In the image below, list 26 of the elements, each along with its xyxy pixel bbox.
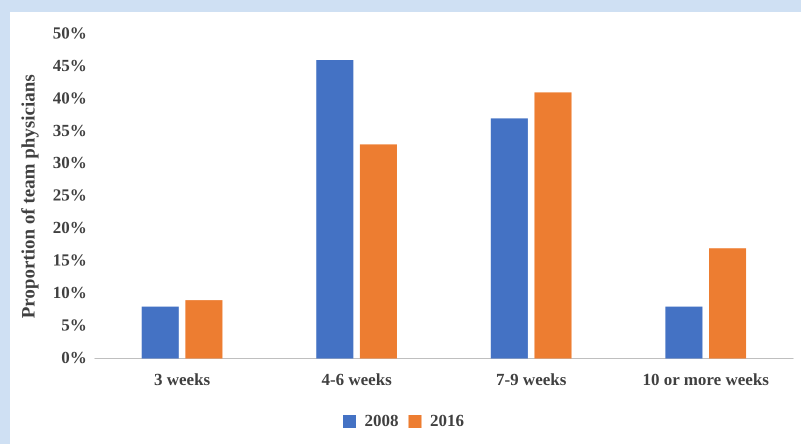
y-tick-label: 45%: [52, 56, 87, 75]
y-tick-label: 10%: [52, 283, 87, 302]
x-tick-label: 3 weeks: [154, 370, 211, 390]
bar: [534, 92, 572, 359]
bar: [360, 144, 397, 359]
y-axis-title: Proportion of team physicians: [18, 74, 40, 318]
legend-label: 2008: [364, 410, 398, 430]
x-tick-label: 10 or more weeks: [642, 370, 770, 390]
x-tick-label: 4-6 weeks: [321, 370, 392, 390]
legend-label: 2016: [430, 410, 464, 430]
y-tick-label: 30%: [52, 153, 87, 172]
y-tick-label: 15%: [52, 250, 87, 270]
bar: [316, 60, 354, 359]
bar: [142, 306, 179, 359]
bar: [490, 118, 528, 359]
y-tick-label: 35%: [52, 120, 87, 140]
y-tick-label: 5%: [61, 316, 87, 335]
y-tick-label: 40%: [52, 88, 87, 108]
bar: [185, 300, 222, 359]
y-tick-label: 20%: [52, 218, 87, 238]
bar: [709, 248, 746, 359]
bar: [665, 306, 702, 359]
x-tick-label: 7-9 weeks: [496, 370, 567, 390]
y-tick-label: 0%: [61, 348, 87, 367]
y-tick-label: 25%: [52, 186, 87, 205]
y-tick-label: 50%: [52, 23, 87, 42]
